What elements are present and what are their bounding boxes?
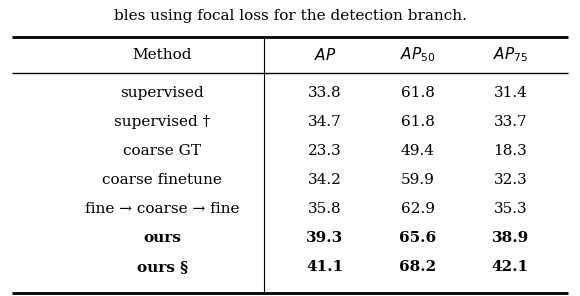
Text: 31.4: 31.4 xyxy=(494,86,527,100)
Text: bles using focal loss for the detection branch.: bles using focal loss for the detection … xyxy=(114,9,466,23)
Text: 33.8: 33.8 xyxy=(308,86,342,100)
Text: coarse GT: coarse GT xyxy=(124,144,201,158)
Text: coarse finetune: coarse finetune xyxy=(103,173,222,187)
Text: 33.7: 33.7 xyxy=(494,115,527,129)
Text: 68.2: 68.2 xyxy=(399,260,436,274)
Text: 61.8: 61.8 xyxy=(401,86,434,100)
Text: ours: ours xyxy=(143,231,182,245)
Text: 41.1: 41.1 xyxy=(306,260,343,274)
Text: $AP$: $AP$ xyxy=(314,47,336,63)
Text: 49.4: 49.4 xyxy=(401,144,434,158)
Text: 35.8: 35.8 xyxy=(308,202,342,216)
Text: supervised: supervised xyxy=(121,86,204,100)
Text: 34.7: 34.7 xyxy=(308,115,342,129)
Text: Method: Method xyxy=(133,48,192,62)
Text: 35.3: 35.3 xyxy=(494,202,527,216)
Text: 39.3: 39.3 xyxy=(306,231,343,245)
Text: 32.3: 32.3 xyxy=(494,173,527,187)
Text: supervised †: supervised † xyxy=(114,115,211,129)
Text: $AP_{50}$: $AP_{50}$ xyxy=(400,45,435,64)
Text: $AP_{75}$: $AP_{75}$ xyxy=(493,45,528,64)
Text: 38.9: 38.9 xyxy=(492,231,529,245)
Text: 34.2: 34.2 xyxy=(308,173,342,187)
Text: 65.6: 65.6 xyxy=(399,231,436,245)
Text: fine → coarse → fine: fine → coarse → fine xyxy=(85,202,240,216)
Text: 62.9: 62.9 xyxy=(401,202,434,216)
Text: 23.3: 23.3 xyxy=(308,144,342,158)
Text: ours §: ours § xyxy=(137,260,188,274)
Text: 42.1: 42.1 xyxy=(492,260,529,274)
Text: 59.9: 59.9 xyxy=(401,173,434,187)
Text: 61.8: 61.8 xyxy=(401,115,434,129)
Text: 18.3: 18.3 xyxy=(494,144,527,158)
